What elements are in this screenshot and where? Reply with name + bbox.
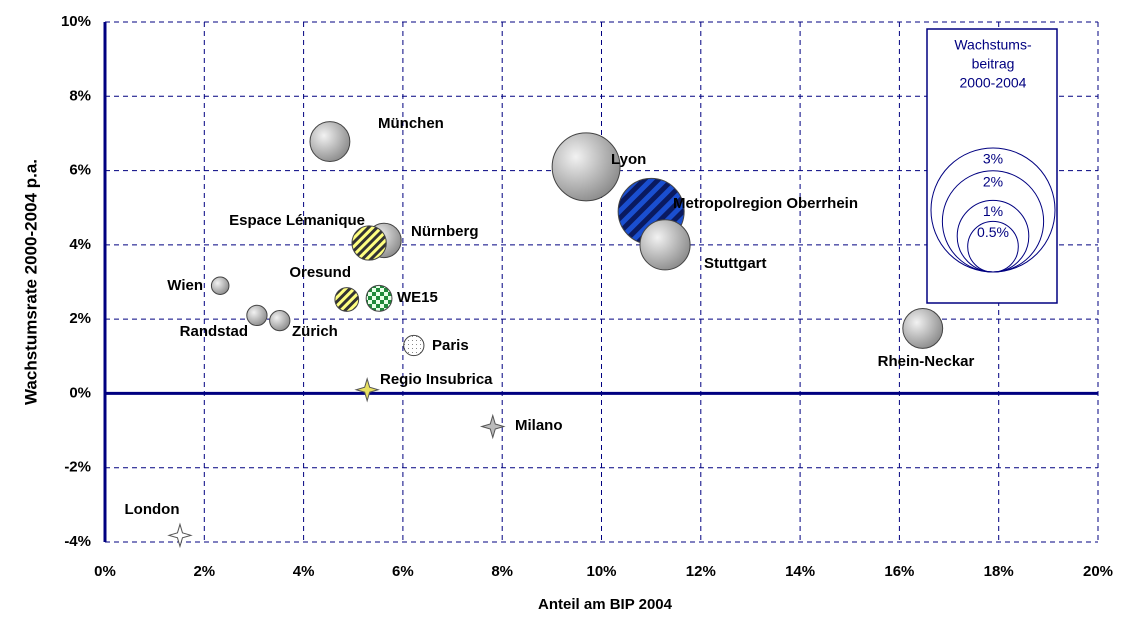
bubble <box>351 225 387 261</box>
point-label: Oresund <box>289 264 351 281</box>
point-label: Rhein-Neckar <box>878 353 975 370</box>
x-tick-label: 2% <box>193 563 215 580</box>
x-tick-label: 4% <box>293 563 315 580</box>
y-tick-label: -2% <box>64 459 91 476</box>
x-tick-label: 16% <box>884 563 914 580</box>
y-tick-label: -4% <box>64 533 91 550</box>
x-tick-label: 8% <box>491 563 513 580</box>
point-label: Espace Lémanique <box>229 212 365 229</box>
point-label: WE15 <box>397 289 438 306</box>
legend-title: beitrag <box>972 56 1015 72</box>
bubble <box>334 287 360 312</box>
point-label: Nürnberg <box>411 223 479 240</box>
star-marker <box>167 522 193 549</box>
point-label: London <box>125 501 180 518</box>
point-label: München <box>378 115 444 132</box>
bubble <box>902 307 944 349</box>
bubble <box>246 304 268 327</box>
point-label: Metropolregion Oberrhein <box>673 195 858 212</box>
bubble <box>269 310 291 332</box>
point-label: Wien <box>167 277 203 294</box>
point-label: Lyon <box>611 151 646 168</box>
bubble <box>210 276 230 295</box>
legend-circle <box>967 220 1019 273</box>
point-label: Milano <box>515 417 563 434</box>
x-axis-title: Anteil am BIP 2004 <box>538 596 673 613</box>
legend-label: 2% <box>983 173 1003 189</box>
y-tick-label: 0% <box>69 384 91 401</box>
x-tick-label: 20% <box>1083 563 1113 580</box>
bubble <box>551 132 621 202</box>
x-tick-label: 14% <box>785 563 815 580</box>
y-tick-label: 8% <box>69 87 91 104</box>
y-axis-title: Wachstumsrate 2000-2004 p.a. <box>21 159 40 405</box>
bubble <box>309 121 351 163</box>
x-tick-label: 0% <box>94 563 116 580</box>
point-label: Stuttgart <box>704 255 767 272</box>
point-label: Zürich <box>292 323 338 340</box>
bubble <box>403 334 425 357</box>
legend-label: 0.5% <box>977 224 1009 240</box>
y-tick-label: 2% <box>69 310 91 327</box>
legend-label: 1% <box>983 203 1003 219</box>
legend-title: 2000-2004 <box>960 75 1027 91</box>
y-tick-label: 10% <box>61 13 91 30</box>
star-marker <box>354 376 380 403</box>
x-tick-label: 6% <box>392 563 414 580</box>
legend-label: 3% <box>983 151 1003 167</box>
bubble <box>639 219 691 271</box>
point-label: Paris <box>432 337 469 354</box>
x-tick-label: 10% <box>586 563 616 580</box>
star-marker <box>479 413 506 440</box>
y-tick-label: 6% <box>69 162 91 179</box>
x-tick-label: 18% <box>984 563 1014 580</box>
point-label: Randstad <box>180 323 248 340</box>
legend-title: Wachstums- <box>954 37 1032 53</box>
bubble <box>365 284 393 312</box>
y-tick-label: 4% <box>69 236 91 253</box>
point-label: Regio Insubrica <box>380 371 493 388</box>
x-tick-label: 12% <box>686 563 716 580</box>
